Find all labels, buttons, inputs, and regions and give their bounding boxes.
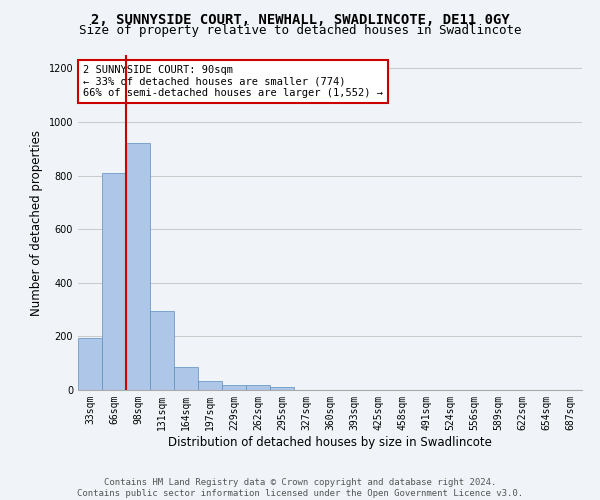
Bar: [78, 338, 102, 390]
Y-axis label: Number of detached properties: Number of detached properties: [30, 130, 43, 316]
Bar: [126, 144, 150, 390]
Text: 2 SUNNYSIDE COURT: 90sqm
← 33% of detached houses are smaller (774)
66% of semi-: 2 SUNNYSIDE COURT: 90sqm ← 33% of detach…: [83, 65, 383, 98]
Bar: [150, 311, 174, 390]
Text: 2, SUNNYSIDE COURT, NEWHALL, SWADLINCOTE, DE11 0GY: 2, SUNNYSIDE COURT, NEWHALL, SWADLINCOTE…: [91, 12, 509, 26]
Bar: [102, 173, 126, 390]
X-axis label: Distribution of detached houses by size in Swadlincote: Distribution of detached houses by size …: [168, 436, 492, 448]
Bar: [222, 384, 246, 390]
Bar: [270, 387, 294, 390]
Text: Contains HM Land Registry data © Crown copyright and database right 2024.
Contai: Contains HM Land Registry data © Crown c…: [77, 478, 523, 498]
Bar: [174, 367, 198, 390]
Bar: [198, 380, 222, 390]
Bar: [246, 385, 270, 390]
Text: Size of property relative to detached houses in Swadlincote: Size of property relative to detached ho…: [79, 24, 521, 37]
